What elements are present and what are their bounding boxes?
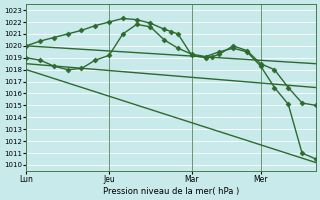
X-axis label: Pression niveau de la mer( hPa ): Pression niveau de la mer( hPa ): [103, 187, 239, 196]
